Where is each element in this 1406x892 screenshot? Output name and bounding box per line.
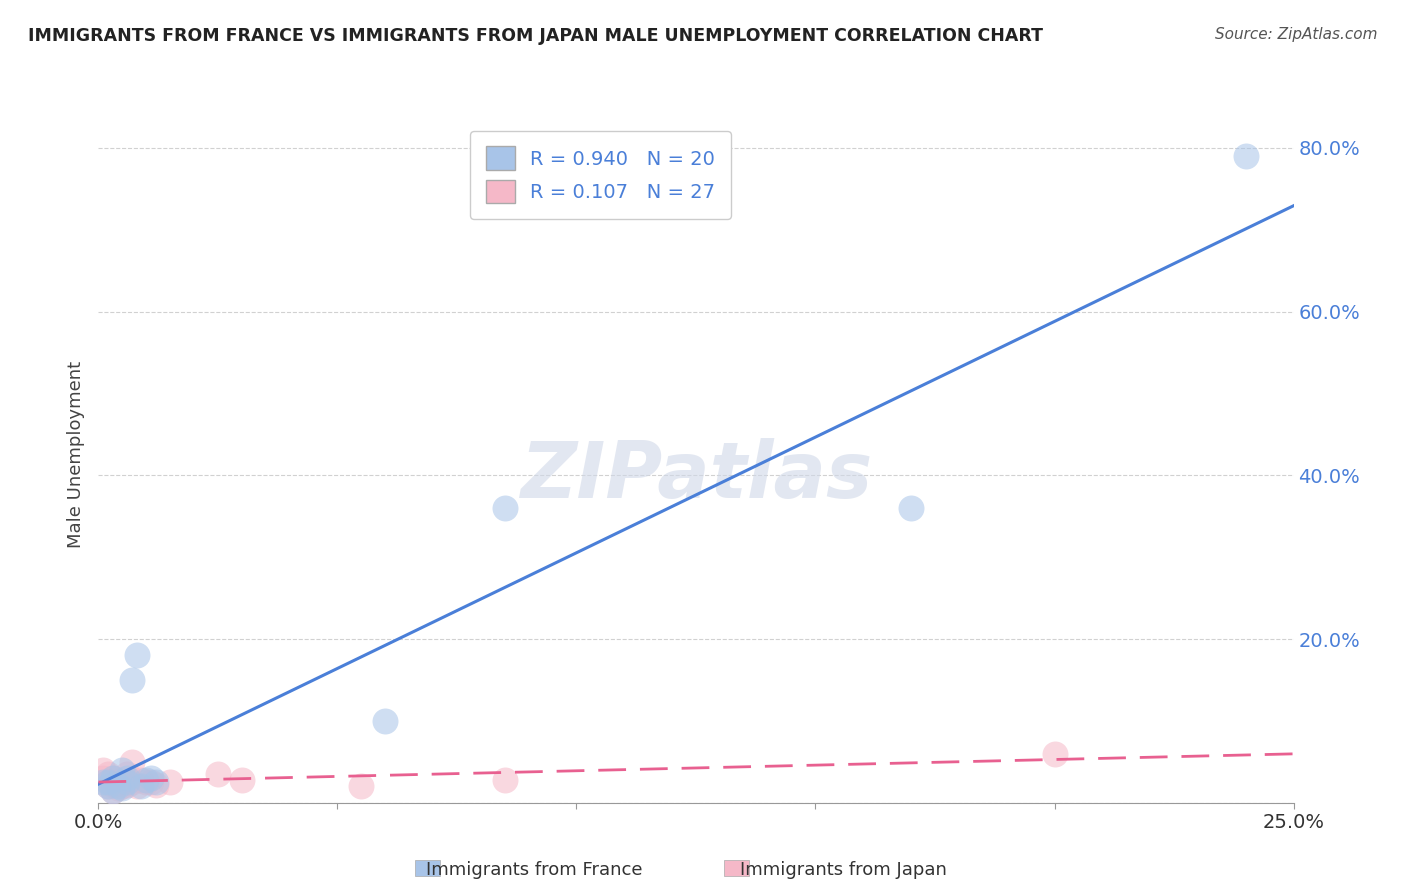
Point [131,772,153,787]
Point [107,775,129,789]
Point [139,771,162,785]
FancyBboxPatch shape [415,860,440,876]
Point [115,775,138,789]
Point [97,767,120,781]
FancyBboxPatch shape [724,860,749,876]
Legend: R = 0.940   N = 20, R = 0.107   N = 27: R = 0.940 N = 20, R = 0.107 N = 27 [470,130,731,219]
Point [1234,149,1257,163]
Text: ZIPatlas: ZIPatlas [520,438,872,514]
Point [135,775,157,789]
Point [1043,747,1066,761]
Point [101,778,124,792]
Point [135,772,157,787]
Text: Immigrants from France: Immigrants from France [426,861,643,879]
Point [111,763,134,777]
Point [115,778,138,792]
Point [131,780,153,794]
Point [207,767,229,781]
Text: Immigrants from Japan: Immigrants from Japan [740,861,948,879]
Point [111,780,134,794]
Point [97,780,120,794]
Point [139,775,162,789]
Point [97,775,120,789]
Point [101,771,124,785]
Point [121,673,143,687]
Point [350,780,373,794]
Point [115,767,138,781]
Point [115,771,138,785]
Text: IMMIGRANTS FROM FRANCE VS IMMIGRANTS FROM JAPAN MALE UNEMPLOYMENT CORRELATION CH: IMMIGRANTS FROM FRANCE VS IMMIGRANTS FRO… [28,27,1043,45]
Point [125,648,148,663]
Point [374,714,396,728]
Point [111,772,134,787]
Point [494,772,516,787]
Point [121,755,143,769]
Point [145,778,167,792]
Point [107,780,129,795]
Point [900,501,922,516]
Point [91,771,114,785]
Text: Source: ZipAtlas.com: Source: ZipAtlas.com [1215,27,1378,42]
Point [111,780,134,795]
Point [101,783,124,797]
Point [91,775,114,789]
Point [97,775,120,789]
Y-axis label: Male Unemployment: Male Unemployment [66,361,84,549]
Point [121,775,143,789]
Point [91,763,114,777]
Point [97,780,120,794]
Point [125,780,148,794]
Point [101,771,124,785]
Point [107,780,129,794]
Point [494,501,516,516]
Point [145,775,167,789]
Point [101,783,124,797]
Point [231,772,253,787]
Point [159,775,181,789]
